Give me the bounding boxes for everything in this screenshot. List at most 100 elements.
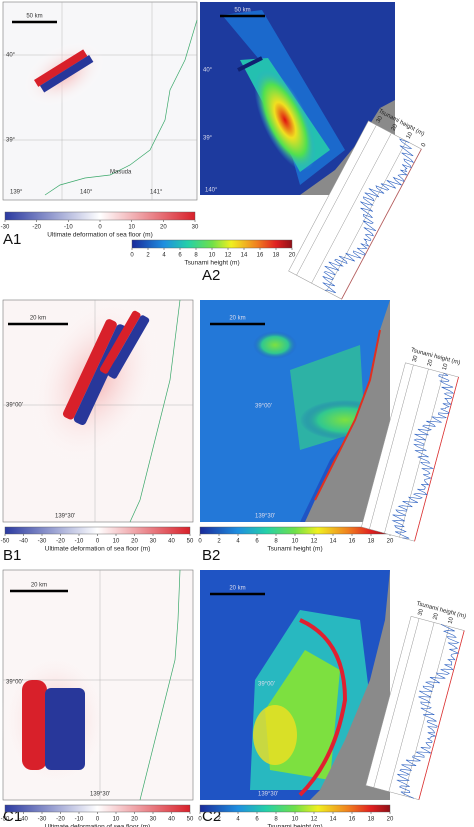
colorbar-tick-label: 4 — [236, 539, 240, 545]
colorbar-tick-label: 4 — [236, 817, 240, 823]
panel-label: B1 — [3, 547, 21, 564]
colorbar-tick-label: 8 — [194, 253, 198, 259]
profile-line — [396, 624, 460, 799]
map-coordinate-label: 39° — [6, 138, 16, 144]
colorbar-tick-label: 20 — [131, 817, 138, 823]
colorbar-tick-label: 0 — [130, 253, 134, 259]
colorbar-tick-label: 4 — [162, 253, 166, 259]
colorbar-tick-label: 0 — [96, 539, 100, 545]
colorbar-tick-label: 40 — [168, 539, 175, 545]
panel-label: A2 — [202, 267, 220, 284]
map-coordinate-label: 141° — [150, 190, 163, 196]
colorbar-tick-label: 6 — [178, 253, 182, 259]
colorbar-tick-label: 14 — [330, 539, 337, 545]
map-coordinate-label: 39°00' — [255, 404, 272, 410]
profile-grid-line — [373, 618, 420, 788]
colorbar-tick-label: 12 — [225, 253, 232, 259]
map-b1 — [2, 294, 194, 523]
map-coordinate-label: 139°30' — [90, 792, 110, 798]
map-coordinate-label: 140° — [205, 188, 218, 194]
profile-tick-label: 10 — [442, 362, 450, 371]
colorbar-label: Ultimate deformation of sea floor (m) — [45, 824, 150, 827]
profile-grid-line — [341, 148, 422, 300]
colorbar-tick-label: 2 — [217, 817, 221, 823]
colorbar-tick-label: -20 — [56, 817, 65, 823]
profile-tick-label: 20 — [391, 123, 400, 132]
colorbar-tick-label: 0 — [96, 817, 100, 823]
scale-bar-label: 50 km — [26, 14, 42, 20]
profile-grid-line — [388, 622, 435, 792]
map-coordinate-label: 39° — [203, 136, 213, 142]
colorbar-tick-label: 20 — [387, 817, 394, 823]
map-coordinate-label: 139°30' — [255, 514, 275, 520]
profile-tick-label: 20 — [433, 612, 441, 621]
colorbar-tick-label: -10 — [75, 539, 84, 545]
colorbar-tick-label: 6 — [255, 817, 259, 823]
map-coordinate-label: Masuda — [110, 170, 132, 176]
scale-bar-label: 20 km — [229, 586, 245, 592]
map-coordinate-label: 40° — [203, 68, 213, 74]
profile-tick-label: 30 — [412, 354, 420, 363]
map-coordinate-label: 139°30' — [258, 792, 278, 798]
colorbar-tick-label: 20 — [131, 539, 138, 545]
colorbar-label: Ultimate deformation of sea floor (m) — [45, 546, 150, 553]
profile-line — [391, 372, 455, 539]
colorbar-label: Tsunami height (m) — [267, 546, 322, 553]
colorbar-label: Tsunami height (m) — [267, 824, 322, 827]
colorbar-tick-label: 6 — [255, 539, 259, 545]
profile-tick-label: 20 — [427, 358, 435, 367]
colorbar-tick-label: 10 — [128, 225, 135, 231]
colorbar-tick-label: 20 — [387, 539, 394, 545]
profile-grid-line — [369, 364, 414, 530]
colorbar-tick-label: 10 — [292, 539, 299, 545]
colorbar-tick-label: -10 — [64, 225, 73, 231]
colorbar-tick-label: 2 — [146, 253, 150, 259]
panel-label: B2 — [202, 547, 220, 564]
scale-bar-label: 20 km — [31, 583, 47, 589]
map-coordinate-label: 139° — [10, 190, 23, 196]
scale-bar-label: 50 km — [234, 8, 250, 14]
profile-grid-line — [311, 132, 392, 284]
colorbar-tick-label: 18 — [368, 539, 375, 545]
profile-tick-label: 30 — [417, 608, 425, 617]
colorbar-tick-label: 14 — [241, 253, 248, 259]
map-coordinate-label: 39°00' — [6, 403, 23, 409]
colorbar-tick-label: 10 — [113, 817, 120, 823]
map-a1 — [2, 1, 198, 201]
colorbar-tick-label: -50 — [1, 817, 10, 823]
colorbar-tick-label: 18 — [273, 253, 280, 259]
colorbar-tick-label: 10 — [292, 817, 299, 823]
map-coordinate-label: 39°00' — [6, 680, 23, 686]
colorbar-tick-label: 8 — [274, 539, 278, 545]
colorbar-tick-label: 40 — [168, 817, 175, 823]
colorbar — [4, 526, 191, 535]
colorbar-tick-label: -30 — [1, 225, 10, 231]
colorbar-label: Ultimate deformation of sea floor (m) — [47, 232, 152, 239]
colorbar-tick-label: 16 — [349, 539, 356, 545]
colorbar-tick-label: 0 — [98, 225, 102, 231]
profile-base — [414, 376, 459, 542]
colorbar — [131, 239, 293, 249]
colorbar-tick-label: 30 — [150, 817, 157, 823]
colorbar-tick-label: 30 — [192, 225, 199, 231]
panel-label: A1 — [3, 231, 21, 248]
map-b2 — [200, 300, 390, 522]
profile-grid-line — [326, 140, 407, 292]
colorbar-tick-label: 16 — [257, 253, 264, 259]
colorbar-tick-label: -20 — [32, 225, 41, 231]
colorbar — [4, 804, 191, 813]
colorbar-tick-label: 20 — [289, 253, 296, 259]
map-coordinate-label: 39°00' — [258, 682, 275, 688]
colorbar-tick-label: 18 — [368, 817, 375, 823]
colorbar-tick-label: 2 — [217, 539, 221, 545]
colorbar-tick-label: -30 — [38, 539, 47, 545]
map-c1 — [0, 569, 194, 801]
panel-label: C1 — [3, 808, 22, 825]
map-coordinate-label: 40° — [6, 53, 16, 59]
colorbar-tick-label: -10 — [75, 817, 84, 823]
profile-tick-label: 0 — [421, 142, 428, 148]
colorbar-tick-label: -30 — [38, 817, 47, 823]
map-coordinate-label: 139°30' — [55, 514, 75, 520]
